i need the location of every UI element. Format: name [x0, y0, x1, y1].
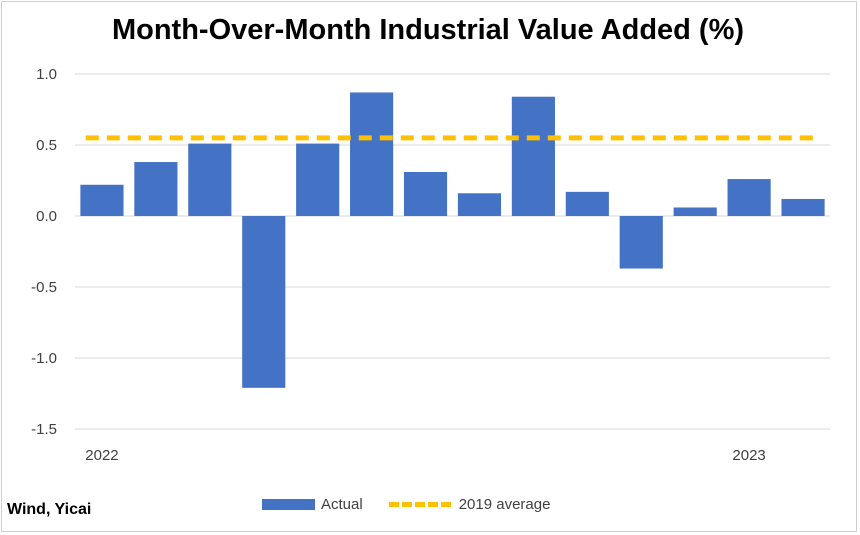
bar: [242, 216, 286, 388]
bar: [727, 179, 771, 216]
legend-item-actual: Actual: [262, 496, 363, 513]
y-tick-label: 0.5: [36, 137, 57, 154]
bar: [296, 143, 340, 216]
bar: [188, 143, 232, 216]
y-tick-label: 0.0: [36, 208, 57, 225]
x-tick-label: 2023: [732, 447, 765, 464]
bar: [619, 216, 663, 269]
bar: [673, 207, 717, 216]
source-note: Wind, Yicai: [7, 501, 92, 518]
y-tick-label: 1.0: [36, 66, 57, 83]
y-tick-label: -0.5: [31, 279, 57, 296]
y-tick-label: -1.5: [31, 421, 57, 438]
bar: [511, 96, 555, 216]
y-tick-label: -1.0: [31, 350, 57, 367]
bar: [350, 92, 394, 216]
bar: [457, 193, 502, 216]
bar: [781, 198, 825, 216]
legend-item-2019-average: 2019 average: [388, 496, 551, 513]
legend: Actual 2019 average: [262, 496, 576, 513]
bar: [134, 162, 178, 216]
legend-swatch-actual: [262, 499, 315, 510]
legend-swatch-2019-average: [388, 502, 451, 507]
bar: [80, 184, 124, 216]
legend-label-actual: Actual: [321, 496, 363, 513]
bar: [403, 171, 448, 216]
chart-title: Month-Over-Month Industrial Value Added …: [111, 14, 745, 46]
bar: [565, 191, 609, 216]
legend-label-2019-average: 2019 average: [458, 496, 551, 513]
x-tick-label: 2022: [85, 447, 118, 464]
